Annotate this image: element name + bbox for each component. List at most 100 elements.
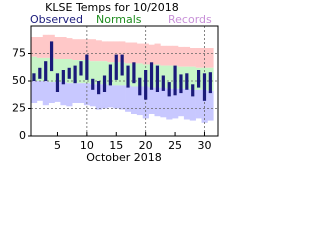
observed-bar bbox=[120, 54, 124, 76]
y-tick-label: 0 bbox=[19, 129, 26, 142]
normal-band bbox=[54, 59, 61, 83]
record-high-band bbox=[172, 45, 179, 66]
observed-bar bbox=[185, 73, 189, 90]
record-high-band bbox=[89, 39, 96, 62]
y-tick-label: 25 bbox=[12, 102, 26, 115]
observed-bar bbox=[155, 65, 160, 92]
record-high-band bbox=[189, 48, 196, 67]
legend-label: Normals bbox=[96, 13, 142, 26]
y-tick-label: 50 bbox=[12, 74, 26, 87]
x-tick-label: 5 bbox=[54, 139, 61, 152]
record-high-band bbox=[195, 48, 202, 68]
chart-title: KLSE Temps for 10/2018 bbox=[45, 1, 179, 14]
observed-bar bbox=[202, 73, 207, 101]
observed-bar bbox=[196, 70, 201, 88]
record-high-band bbox=[119, 41, 126, 63]
record-low-band bbox=[136, 86, 144, 116]
record-low-band bbox=[154, 87, 161, 117]
record-low-band bbox=[130, 86, 138, 114]
record-low-band bbox=[31, 81, 38, 103]
observed-bar bbox=[179, 74, 183, 94]
observed-bar bbox=[91, 78, 95, 90]
record-low-band bbox=[148, 87, 155, 114]
x-tick-label: 15 bbox=[109, 139, 123, 152]
record-high-band bbox=[66, 38, 73, 59]
record-low-band bbox=[78, 83, 85, 103]
record-high-band bbox=[101, 41, 108, 62]
record-high-band bbox=[42, 34, 49, 58]
x-tick-label: 10 bbox=[80, 139, 94, 152]
observed-bar bbox=[67, 67, 71, 79]
observed-bar bbox=[132, 62, 136, 84]
record-low-band bbox=[48, 82, 55, 103]
observed-bar bbox=[49, 41, 54, 72]
normal-band bbox=[95, 61, 102, 85]
record-low-band bbox=[95, 84, 102, 110]
record-high-band bbox=[178, 46, 185, 67]
observed-bar bbox=[108, 64, 112, 86]
x-tick-label: 30 bbox=[197, 139, 211, 152]
record-high-band bbox=[166, 45, 173, 66]
observed-bar bbox=[73, 65, 77, 84]
normal-band bbox=[101, 61, 108, 85]
record-high-band bbox=[83, 39, 91, 61]
record-low-band bbox=[125, 85, 132, 112]
observed-bar bbox=[85, 54, 89, 80]
record-low-band bbox=[160, 87, 167, 118]
observed-bar bbox=[44, 61, 48, 81]
record-high-band bbox=[78, 39, 85, 61]
observed-bar bbox=[138, 77, 142, 96]
record-high-band bbox=[113, 41, 120, 63]
chart: KLSE Temps for 10/2018 October 2018 0 25 5… bbox=[12, 1, 219, 164]
observed-bar bbox=[149, 62, 154, 90]
record-high-band bbox=[125, 42, 132, 64]
record-low-band bbox=[183, 88, 191, 120]
record-low-band bbox=[172, 88, 179, 119]
normal-band bbox=[89, 61, 96, 85]
observed-bar bbox=[167, 82, 171, 97]
observed-bar bbox=[126, 65, 130, 88]
legend-label: Records bbox=[168, 13, 212, 26]
record-high-band bbox=[36, 37, 44, 58]
record-high-band bbox=[95, 40, 102, 62]
observed-bar bbox=[79, 61, 83, 76]
record-low-band bbox=[36, 81, 44, 101]
observed-bar bbox=[191, 84, 195, 97]
record-low-band bbox=[42, 81, 49, 106]
record-low-band bbox=[207, 90, 214, 121]
record-high-band bbox=[72, 39, 79, 61]
observed-bar bbox=[208, 72, 212, 94]
record-high-band bbox=[207, 48, 214, 68]
record-high-band bbox=[148, 44, 155, 65]
record-high-band bbox=[54, 37, 61, 59]
record-high-band bbox=[160, 45, 167, 66]
x-tick-label: 20 bbox=[139, 139, 153, 152]
record-low-band bbox=[107, 85, 114, 108]
observed-bar bbox=[55, 73, 60, 92]
record-low-band bbox=[189, 89, 196, 121]
observed-bar bbox=[102, 75, 107, 92]
record-low-band bbox=[72, 83, 79, 103]
observed-bar bbox=[173, 65, 177, 96]
x-axis-label: October 2018 bbox=[86, 151, 162, 164]
normal-band bbox=[136, 63, 144, 87]
record-low-band bbox=[178, 88, 185, 117]
observed-bar bbox=[38, 67, 42, 79]
record-low-band bbox=[195, 89, 202, 119]
record-high-band bbox=[183, 46, 191, 67]
observed-bar bbox=[32, 73, 36, 81]
normal-band bbox=[166, 65, 173, 89]
observed-bar bbox=[161, 75, 165, 91]
record-low-band bbox=[113, 85, 120, 109]
record-low-band bbox=[166, 88, 173, 120]
record-high-band bbox=[201, 48, 208, 68]
record-high-band bbox=[31, 37, 38, 57]
record-high-band bbox=[154, 43, 161, 65]
record-high-band bbox=[107, 41, 114, 63]
y-tick-label: 75 bbox=[12, 47, 26, 60]
record-low-band bbox=[89, 84, 96, 107]
observed-bar bbox=[61, 70, 65, 85]
observed-bar bbox=[97, 81, 101, 95]
record-high-band bbox=[130, 42, 138, 64]
record-low-band bbox=[119, 85, 126, 110]
